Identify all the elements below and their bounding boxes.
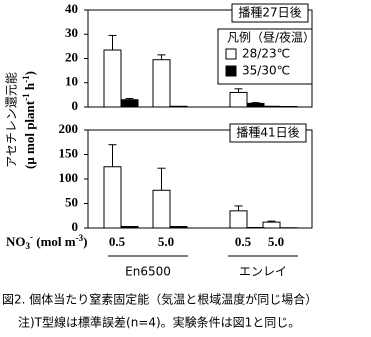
- panel-title: 播種41日後: [236, 126, 299, 140]
- x-label-sup: -3: [76, 233, 84, 243]
- bar: [169, 105, 188, 108]
- bar: [262, 221, 281, 229]
- bar: [103, 49, 122, 108]
- x-tick-label: 0.5: [109, 234, 126, 249]
- bar: [169, 226, 188, 229]
- x-label-sub: 3: [26, 241, 31, 251]
- y-tick-label: 0: [72, 219, 79, 234]
- plot-frame: [87, 129, 313, 229]
- x-label: NO3- (mol m-3): [6, 232, 87, 251]
- y-tick-label: 0: [72, 98, 79, 113]
- y-tick-label: 100: [59, 170, 79, 185]
- group-label: En6500: [125, 265, 171, 279]
- caption: 図2. 個体当たり窒素固定能（気温と根域温度が同じ場合）: [2, 292, 317, 307]
- bar: [120, 226, 139, 229]
- legend-label: 35/30℃: [242, 64, 290, 78]
- bar: [246, 102, 265, 108]
- panel-title: 播種27日後: [238, 6, 301, 20]
- unit-part: (μ mol plant: [22, 100, 37, 169]
- y-tick-label: 50: [65, 194, 78, 209]
- bar: [120, 99, 139, 108]
- y-tick-label: 40: [65, 1, 78, 16]
- caption: 注)T型線は標準誤差(n=4)。実験条件は図1と同じ。: [18, 315, 300, 330]
- bar: [152, 59, 171, 108]
- title-box: [231, 3, 309, 23]
- y-tick-label: 200: [59, 121, 79, 136]
- y-label: アセチレン還元能: [5, 72, 19, 168]
- x-tick-label: 5.0: [268, 234, 284, 249]
- x-tick-label: 5.0: [158, 234, 174, 249]
- unit-part: ): [22, 71, 37, 75]
- legend-swatch: [225, 65, 237, 77]
- bar: [229, 210, 248, 229]
- legend-title: 凡例（昼/夜温）: [227, 30, 315, 45]
- legend-label: 28/23℃: [242, 47, 290, 61]
- unit-sup: -1: [21, 93, 31, 101]
- group-label: エンレイ: [239, 265, 287, 279]
- bar: [103, 166, 122, 229]
- x-label-part: NO: [6, 234, 26, 249]
- y-tick-label: 20: [65, 49, 78, 64]
- y-tick-label: 10: [65, 74, 78, 89]
- x-label-part: (mol m: [33, 234, 76, 249]
- unit-sup: -1: [21, 75, 31, 83]
- unit-part: h: [22, 82, 37, 93]
- bar: [229, 91, 248, 108]
- legend-swatch: [225, 48, 237, 60]
- bar: [152, 189, 171, 229]
- bar: [262, 105, 281, 108]
- y-label-unit: (μ mol plant-1 h-1): [21, 71, 37, 169]
- x-tick-label: 0.5: [235, 234, 252, 249]
- x-label-sup: -: [30, 232, 33, 242]
- x-label-part: ): [83, 234, 87, 249]
- title-box: [229, 123, 307, 143]
- y-tick-label: 30: [65, 25, 78, 40]
- y-tick-label: 150: [59, 145, 79, 160]
